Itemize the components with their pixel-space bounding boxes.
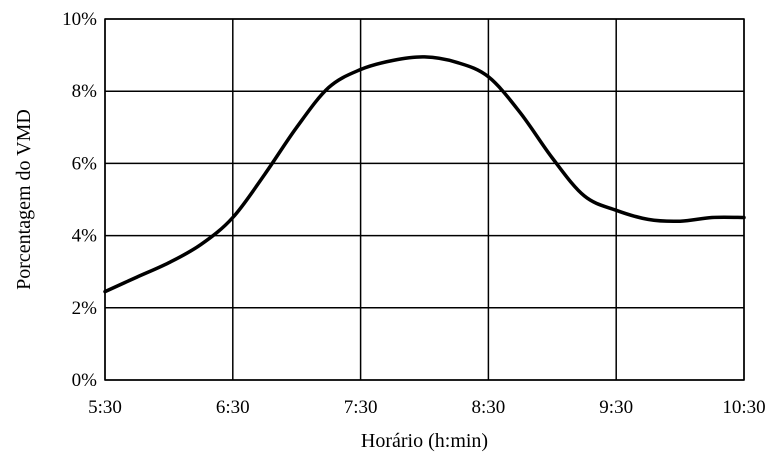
series-line [103,55,746,294]
y-tick-label: 8% [72,81,98,102]
y-tick-label: 10% [62,9,97,30]
x-tick-labels: 5:30 6:30 7:30 8:30 9:30 10:30 [88,397,766,418]
x-tick-label: 5:30 [88,397,122,418]
y-tick-label: 2% [72,298,98,319]
y-tick-label: 6% [72,153,98,174]
x-tick-label: 7:30 [344,397,378,418]
y-tick-label: 4% [72,226,98,247]
x-tick-label: 8:30 [472,397,506,418]
x-tick-label: 10:30 [722,397,765,418]
y-tick-label: 0% [72,370,98,391]
x-axis-title: Horário (h:min) [361,430,488,452]
plot-area-frame [104,18,745,381]
y-tick-labels: 0% 2% 4% 6% 8% 10% [62,9,97,391]
x-tick-label: 9:30 [599,397,633,418]
x-tick-label: 6:30 [216,397,250,418]
y-axis-title: Porcentagem do VMD [13,109,35,290]
grid [104,18,745,381]
